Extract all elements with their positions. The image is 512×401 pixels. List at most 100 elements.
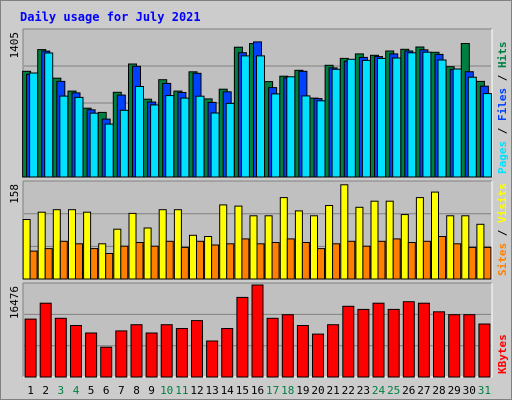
day-label: 30	[463, 384, 476, 397]
visits-bar	[204, 236, 213, 280]
sites-bar	[438, 236, 446, 280]
pages-bar	[392, 57, 402, 178]
day-label: 6	[103, 384, 110, 397]
sites-bar	[422, 240, 431, 280]
kbytes-bar	[266, 317, 279, 378]
visits-bar	[370, 200, 379, 280]
sites-bar	[453, 243, 462, 280]
visits-bar	[249, 215, 258, 280]
sites-bar	[286, 238, 295, 280]
day-label: 14	[221, 384, 235, 397]
day-label: 4	[73, 384, 80, 397]
visits-bar	[52, 209, 61, 280]
y-max-label: 158	[8, 184, 21, 204]
visits-bar	[173, 209, 182, 280]
visits-bar	[476, 223, 485, 280]
visits-bar	[22, 219, 31, 280]
day-label: 5	[88, 384, 95, 397]
kbytes-bar	[145, 332, 158, 378]
sites-bar	[120, 245, 129, 280]
kbytes-bar	[115, 330, 128, 378]
day-label: 9	[148, 384, 155, 397]
pages-bar	[59, 95, 69, 178]
day-label: 16	[251, 384, 264, 397]
sites-bar	[75, 243, 83, 280]
visits-bar	[98, 243, 107, 280]
kbytes-bar	[206, 340, 219, 378]
series-visits	[22, 184, 485, 280]
day-label: 24	[372, 384, 386, 397]
pages-bar	[452, 68, 462, 178]
day-label: 12	[190, 384, 203, 397]
visits-bar	[37, 211, 46, 280]
pages-bar	[89, 112, 99, 178]
kbytes-bar	[463, 314, 476, 378]
kbytes-bar	[372, 302, 385, 378]
sites-bar	[301, 242, 310, 280]
kbytes-bar	[312, 333, 324, 378]
pages-bar	[44, 52, 54, 178]
visits-bar	[415, 197, 424, 280]
visits-bar	[83, 211, 92, 280]
pages-bar	[256, 55, 265, 178]
day-label: 19	[296, 384, 309, 397]
day-label: 25	[387, 384, 400, 397]
panel-middle: 158 Sites / Visits	[8, 180, 509, 280]
pages-bar	[301, 95, 311, 178]
panel-top: 1405 Pages / Files / Hits	[8, 28, 509, 178]
pages-bar	[407, 52, 417, 178]
kbytes-bar	[130, 324, 143, 378]
pages-bar	[467, 76, 477, 178]
day-label: 8	[133, 384, 140, 397]
day-label: 29	[448, 384, 461, 397]
sites-bar	[332, 243, 341, 280]
day-label: 10	[160, 384, 173, 397]
chart-title: Daily usage for July 2021	[20, 10, 201, 24]
day-label: 17	[266, 384, 279, 397]
series-label-part: Pages	[496, 141, 509, 174]
day-label: 3	[57, 384, 64, 397]
visits-bar	[310, 215, 318, 280]
pages-bar	[29, 72, 39, 178]
visits-bar	[446, 215, 455, 280]
pages-bar	[119, 109, 129, 178]
pages-bar	[437, 59, 447, 178]
pages-bar	[74, 96, 84, 178]
visits-bar	[189, 234, 197, 280]
sites-bar	[347, 240, 356, 280]
kbytes-bar	[100, 346, 113, 378]
sites-bar	[59, 240, 68, 280]
day-label: 15	[236, 384, 249, 397]
kbytes-bar	[296, 325, 309, 378]
kbytes-bar	[39, 302, 52, 378]
series-label: Pages / Files / Hits	[496, 42, 509, 175]
series-label-part: /	[496, 121, 509, 141]
kbytes-bar	[54, 317, 67, 378]
visits-bar	[219, 204, 228, 280]
day-label: 23	[357, 384, 370, 397]
sites-bar	[317, 248, 325, 280]
kbytes-bar	[160, 324, 173, 378]
day-label: 28	[432, 384, 445, 397]
pages-bar	[195, 95, 205, 178]
series-label-part: KBytes	[496, 334, 509, 374]
pages-bar	[422, 51, 432, 178]
sites-bar	[135, 242, 144, 280]
y-max-label: 16476	[8, 286, 21, 319]
day-label: 27	[417, 384, 430, 397]
kbytes-bar	[70, 325, 82, 378]
pages-bar	[225, 102, 235, 178]
day-label: 20	[311, 384, 324, 397]
sites-bar	[165, 240, 174, 280]
visits-bar	[340, 184, 349, 280]
visits-bar	[461, 215, 470, 280]
sites-bar	[44, 248, 53, 280]
sites-bar	[241, 238, 250, 280]
pages-bar	[331, 68, 341, 178]
day-label: 1	[27, 384, 34, 397]
kbytes-bar	[24, 318, 37, 378]
sites-bar	[407, 242, 416, 280]
kbytes-bar	[387, 308, 400, 378]
kbytes-bar	[251, 284, 264, 378]
series-pages	[29, 51, 492, 178]
